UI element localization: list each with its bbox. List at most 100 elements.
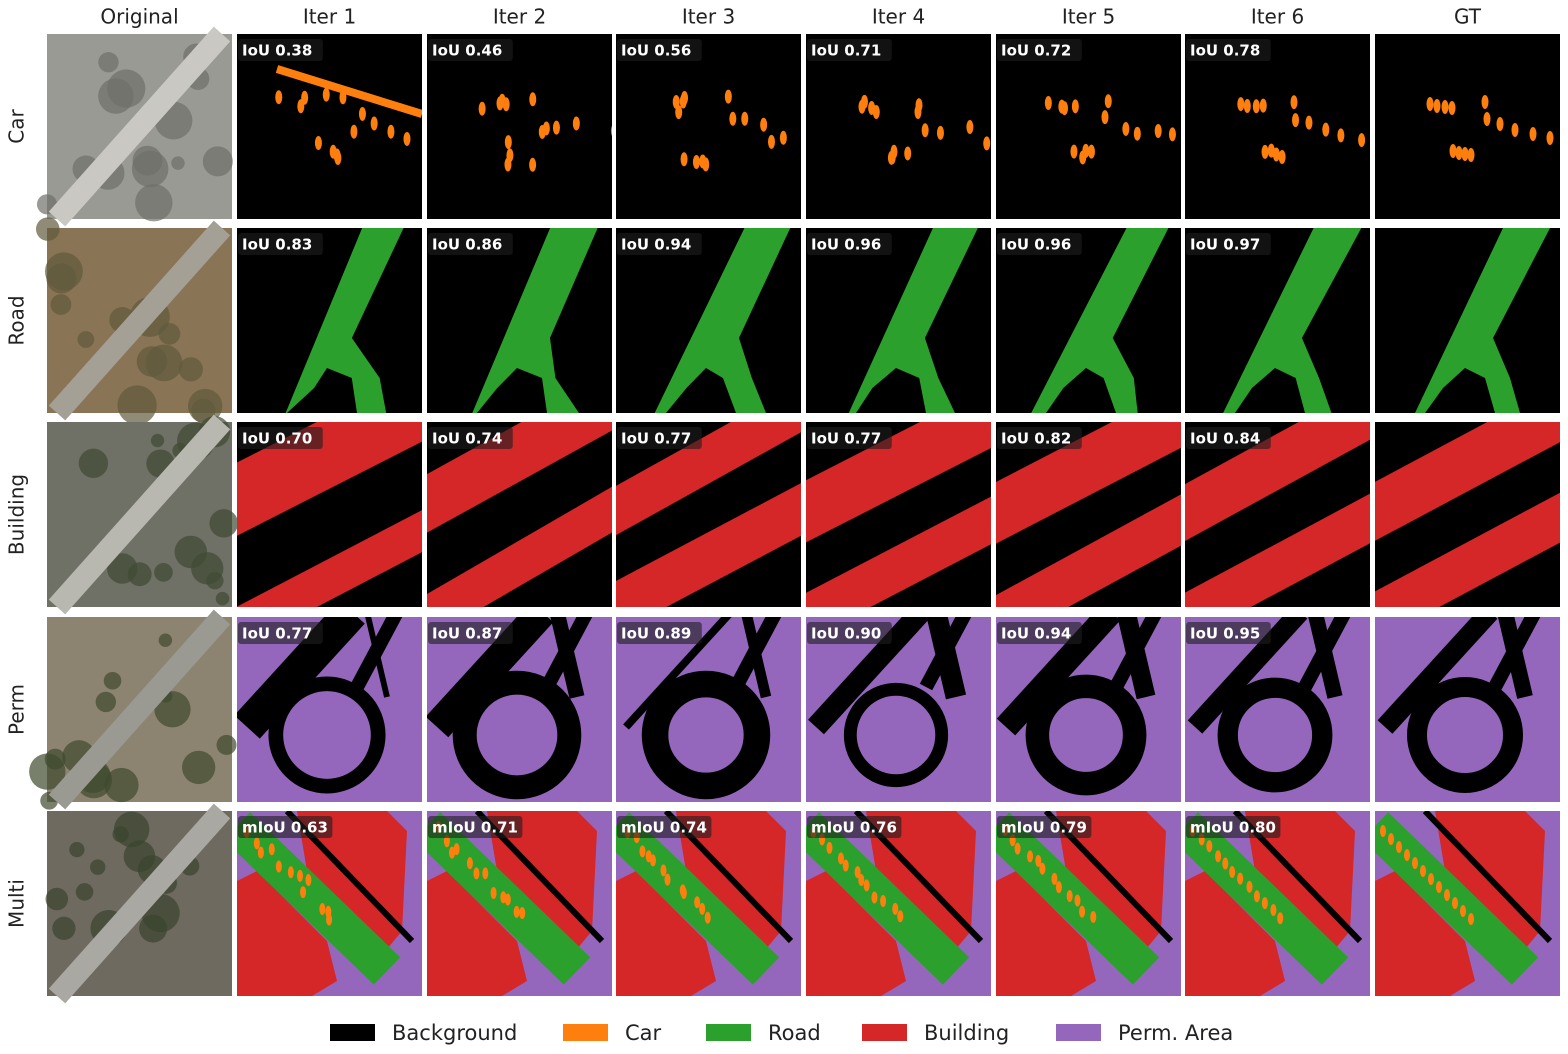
car-blob bbox=[552, 120, 560, 135]
car-blob bbox=[1079, 905, 1086, 918]
car-blob bbox=[660, 864, 667, 877]
car-blob bbox=[449, 846, 456, 859]
car-blob bbox=[529, 157, 537, 172]
car-blob bbox=[305, 874, 312, 887]
car-blob bbox=[1433, 99, 1441, 113]
score-label: IoU 0.86 bbox=[432, 236, 502, 254]
road-hole bbox=[1341, 276, 1349, 290]
car-blob bbox=[888, 150, 896, 165]
car-blob bbox=[741, 111, 749, 126]
score-label: IoU 0.96 bbox=[1001, 236, 1071, 254]
image-texture bbox=[90, 859, 106, 875]
image-texture bbox=[44, 748, 66, 770]
score-box bbox=[428, 233, 513, 255]
image-texture bbox=[104, 767, 139, 803]
legend-swatch bbox=[330, 1024, 375, 1041]
segmentation-mask: IoU 0.77 bbox=[237, 617, 422, 802]
building-band bbox=[1185, 493, 1370, 607]
car-blob bbox=[1455, 146, 1463, 160]
background-ring bbox=[843, 682, 949, 788]
score-box bbox=[1186, 622, 1271, 644]
car-blob bbox=[1074, 894, 1081, 907]
car-blob bbox=[300, 886, 307, 899]
car-blob bbox=[681, 91, 689, 106]
car-blob bbox=[694, 896, 701, 909]
score-box bbox=[1186, 39, 1271, 61]
row-label: Building bbox=[5, 474, 29, 555]
car-blob bbox=[519, 907, 526, 920]
mask-content bbox=[616, 617, 801, 802]
legend-swatch bbox=[706, 1024, 751, 1041]
car-blob bbox=[333, 148, 341, 163]
image-texture bbox=[52, 916, 76, 940]
mask-content bbox=[427, 617, 612, 802]
score-label: IoU 0.94 bbox=[621, 236, 691, 254]
building-region bbox=[616, 871, 716, 996]
image-texture bbox=[182, 750, 216, 785]
column-header: Original bbox=[100, 5, 178, 29]
score-box bbox=[807, 233, 892, 255]
image-texture bbox=[35, 217, 60, 241]
segmentation-mask: IoU 0.56 bbox=[616, 34, 801, 219]
car-blob bbox=[1467, 148, 1475, 162]
mask-content bbox=[996, 228, 1181, 413]
background-road bbox=[623, 617, 732, 730]
score-label: IoU 0.77 bbox=[242, 625, 312, 643]
background-edge bbox=[1422, 811, 1553, 944]
segmentation-mask bbox=[1375, 811, 1560, 996]
car-blob bbox=[1292, 113, 1300, 128]
car-blob bbox=[610, 125, 612, 137]
legend-label: Car bbox=[625, 1021, 662, 1045]
building-band bbox=[427, 486, 612, 607]
road-hole bbox=[583, 276, 591, 290]
segmentation-mask: mIoU 0.71 bbox=[427, 811, 612, 996]
column-header: Iter 5 bbox=[1062, 5, 1115, 29]
car-blob bbox=[854, 866, 861, 879]
car-blob bbox=[1039, 862, 1046, 875]
road-region bbox=[1031, 228, 1169, 413]
image-texture bbox=[202, 146, 233, 177]
car-blob bbox=[1243, 99, 1251, 114]
legend-label: Road bbox=[768, 1021, 821, 1045]
segmentation-mask bbox=[1375, 422, 1560, 607]
car-blob bbox=[842, 859, 849, 872]
car-blob bbox=[275, 860, 282, 873]
column-header: Iter 1 bbox=[303, 5, 356, 29]
segmentation-mask: mIoU 0.76 bbox=[806, 811, 991, 996]
car-blob bbox=[443, 835, 450, 848]
car-blob bbox=[529, 92, 537, 107]
car-blob bbox=[692, 155, 700, 170]
mask-content bbox=[616, 34, 801, 219]
car-blob bbox=[1104, 94, 1112, 109]
score-label: mIoU 0.79 bbox=[1001, 819, 1087, 837]
image-texture bbox=[77, 331, 95, 348]
car-blob bbox=[1168, 127, 1176, 142]
car-blob bbox=[1420, 865, 1426, 877]
image-texture bbox=[95, 691, 117, 713]
background-ring bbox=[1025, 674, 1147, 796]
car-blob bbox=[680, 152, 688, 167]
aerial-image bbox=[35, 217, 232, 425]
car-blob bbox=[914, 104, 922, 119]
mask-content bbox=[1375, 34, 1560, 219]
image-texture bbox=[98, 52, 119, 73]
segmentation-mask: IoU 0.96 bbox=[806, 228, 991, 413]
image-texture bbox=[171, 156, 185, 170]
car-blob bbox=[1237, 97, 1245, 112]
score-box bbox=[617, 39, 702, 61]
score-label: IoU 0.77 bbox=[811, 430, 881, 448]
background-road bbox=[350, 617, 403, 691]
image-texture bbox=[45, 887, 69, 911]
mask-background bbox=[996, 34, 1181, 219]
background-road bbox=[1109, 617, 1162, 691]
car-blob bbox=[1337, 128, 1345, 143]
car-blob bbox=[1483, 112, 1491, 126]
score-box bbox=[997, 39, 1082, 61]
score-label: IoU 0.77 bbox=[621, 430, 691, 448]
building-region bbox=[237, 871, 337, 996]
image-texture bbox=[75, 883, 94, 901]
mask-content bbox=[1185, 34, 1370, 219]
background-road bbox=[919, 617, 972, 691]
mask-content bbox=[806, 228, 991, 413]
car-blob bbox=[1428, 873, 1434, 885]
